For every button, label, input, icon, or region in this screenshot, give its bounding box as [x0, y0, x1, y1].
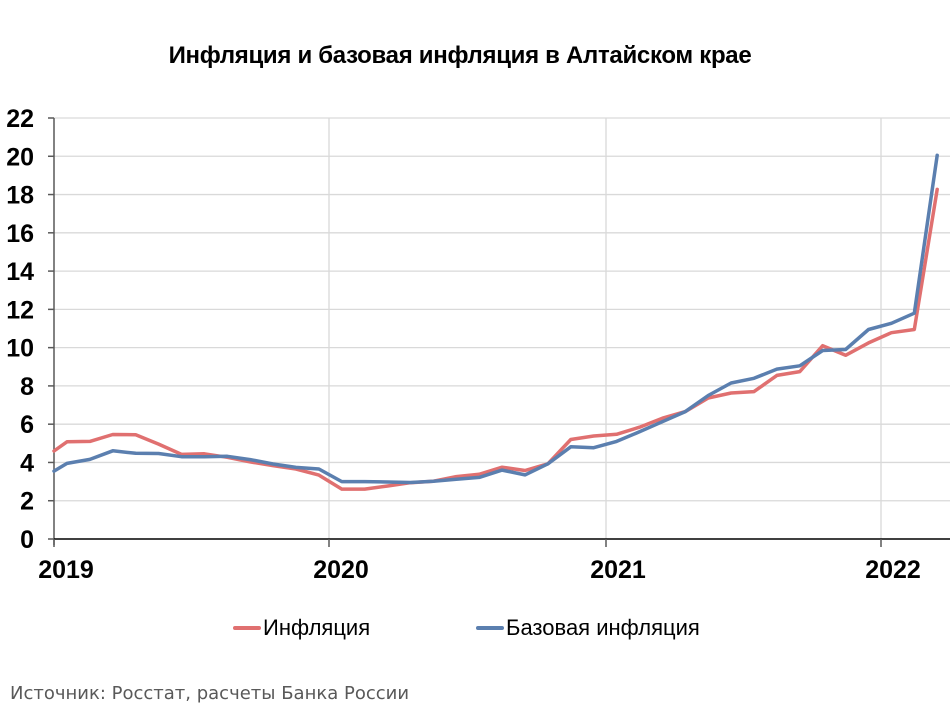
inflation-line — [52, 187, 939, 491]
y-tick-label: 2 — [20, 488, 34, 516]
core-inflation-line — [52, 153, 939, 485]
y-tick-label: 0 — [20, 526, 34, 554]
legend: Инфляция Базовая инфляция — [0, 615, 950, 645]
y-tick-label: 16 — [6, 220, 34, 248]
x-tick-label: 2022 — [865, 556, 921, 584]
y-tick-label: 14 — [6, 258, 34, 286]
x-axis: 2019 2020 2021 2022 — [38, 538, 950, 584]
y-tick-label: 20 — [6, 143, 34, 171]
legend-label-inflation: Инфляция — [263, 615, 371, 640]
chart-title: Инфляция и базовая инфляция в Алтайском … — [168, 42, 752, 69]
legend-item-core-inflation: Базовая инфляция — [476, 615, 700, 641]
legend-swatch-core-inflation — [476, 626, 504, 630]
y-tick-label: 18 — [6, 182, 34, 210]
y-tick-label: 8 — [20, 373, 34, 401]
legend-swatch-inflation — [233, 626, 261, 630]
legend-label-core-inflation: Базовая инфляция — [506, 615, 700, 640]
y-tick-label: 12 — [6, 296, 34, 324]
y-tick-label: 6 — [20, 411, 34, 439]
y-tick-label: 22 — [6, 105, 34, 133]
x-tick-label: 2020 — [313, 556, 369, 584]
x-tick-label: 2021 — [590, 556, 646, 584]
gridlines — [54, 117, 950, 539]
legend-item-inflation: Инфляция — [233, 615, 370, 641]
source-note: Источник: Росстат, расчеты Банка России — [10, 683, 410, 704]
y-tick-label: 4 — [20, 449, 34, 477]
x-tick-label: 2019 — [38, 556, 94, 584]
series-lines — [52, 153, 939, 491]
y-axis: 0 2 4 6 8 10 12 14 16 18 20 22 — [6, 105, 55, 554]
y-tick-label: 10 — [6, 335, 34, 363]
